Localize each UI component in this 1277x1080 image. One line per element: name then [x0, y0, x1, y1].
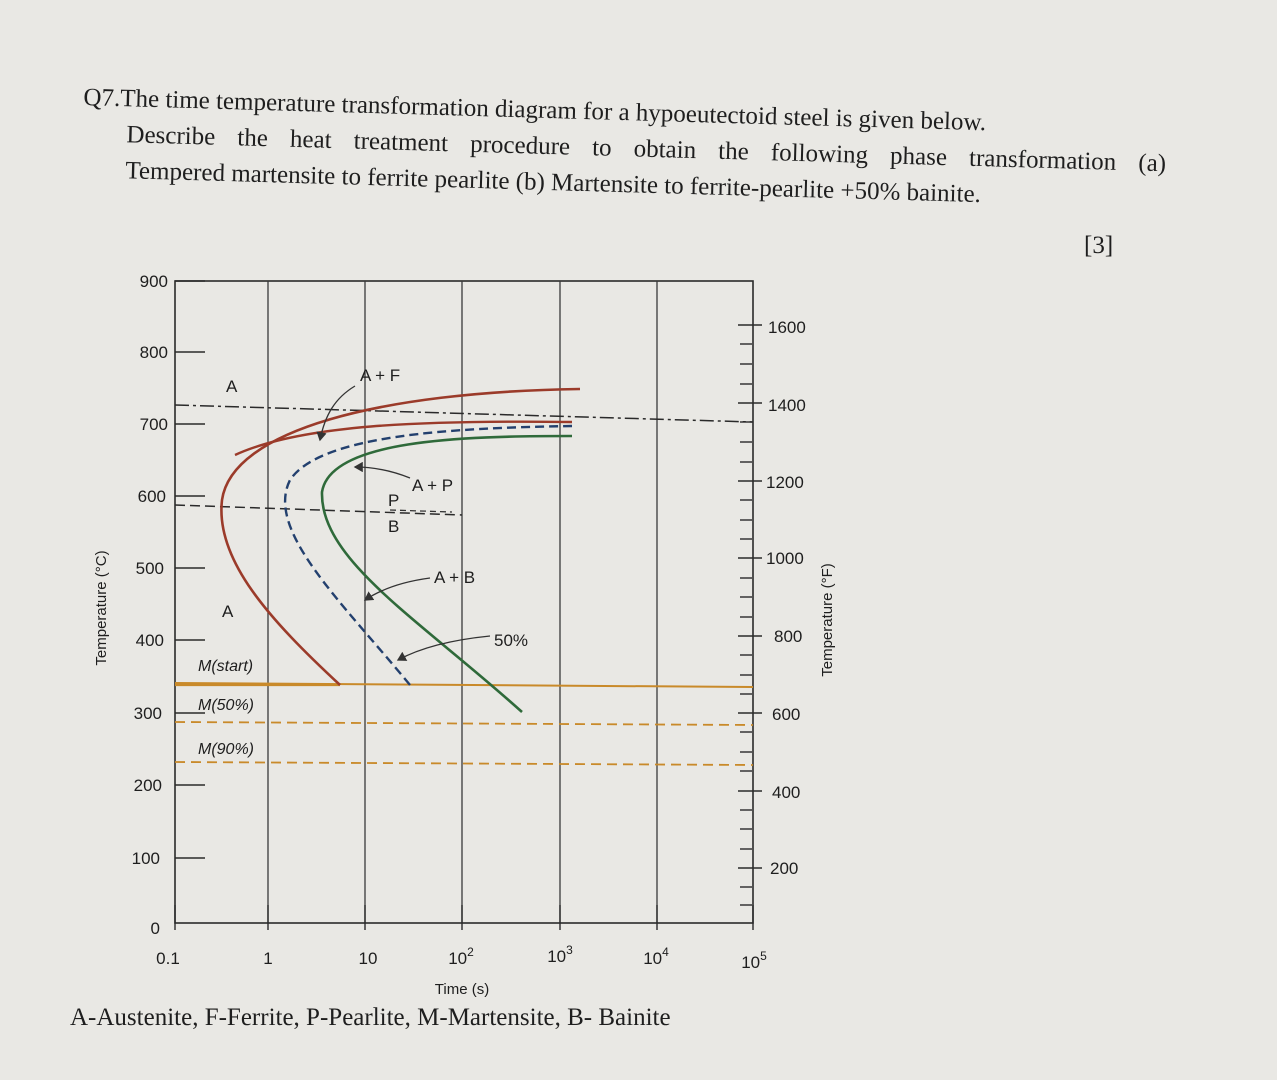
x-tick-10: 10 — [359, 949, 378, 968]
m-fifty-label: M(50%) — [198, 697, 254, 714]
left-axis-labels: 900 800 700 600 500 400 300 200 100 0 — [132, 272, 168, 938]
left-tick-200: 200 — [134, 776, 162, 795]
m-fifty-line — [174, 721, 754, 726]
left-tick-500: 500 — [136, 559, 164, 578]
plot-frame — [174, 280, 754, 924]
vertical-gridlines — [267, 281, 658, 923]
transformation-start-curve — [220, 387, 581, 686]
x-tick-10-4: 104 — [643, 945, 669, 968]
ferrite-start-curve — [234, 420, 573, 457]
region-b: B — [388, 517, 399, 536]
right-axis-labels: 1600 1400 1200 1000 800 600 400 200 — [766, 318, 806, 878]
region-a-upper: A — [226, 377, 238, 396]
m-ninety-line — [174, 761, 754, 766]
bottom-axis-labels: 0.1 1 10 102 103 104 105 — [156, 943, 767, 972]
transformation-finish-curve — [320, 434, 573, 713]
region-fifty-percent: 50% — [494, 631, 528, 650]
left-tick-400: 400 — [136, 631, 164, 650]
x-tick-0-1: 0.1 — [156, 949, 180, 968]
abbreviation-legend: A-Austenite, F-Ferrite, P-Pearlite, M-Ma… — [70, 1004, 671, 1031]
x-tick-10-2: 102 — [448, 945, 474, 968]
arrow-fifty — [396, 635, 491, 661]
region-a-plus-b: A + B — [434, 568, 475, 587]
left-tick-600: 600 — [138, 487, 166, 506]
region-a-plus-p: A + P — [412, 476, 453, 495]
a3-line — [174, 404, 754, 423]
left-tick-800: 800 — [140, 343, 168, 362]
right-tick-1000: 1000 — [766, 549, 804, 568]
m-ninety-label: M(90%) — [198, 741, 254, 758]
left-axis-title: Temperature (°C) — [93, 550, 110, 665]
right-tick-1600: 1600 — [768, 318, 806, 337]
right-axis-ticks — [738, 324, 762, 906]
x-tick-10-3: 103 — [547, 943, 573, 966]
left-tick-700: 700 — [140, 415, 168, 434]
right-tick-1200: 1200 — [766, 473, 804, 492]
region-a-plus-f: A + F — [360, 366, 400, 385]
x-tick-10-5: 105 — [741, 949, 767, 972]
x-axis-title: Time (s) — [435, 981, 489, 998]
bottom-axis-ticks — [174, 905, 754, 930]
x-tick-1: 1 — [263, 949, 272, 968]
left-tick-300: 300 — [134, 704, 162, 723]
arrow-a-plus-p — [353, 461, 411, 479]
fifty-percent-curve — [283, 424, 573, 686]
p-b-separator — [389, 509, 453, 513]
right-tick-600: 600 — [772, 705, 800, 724]
arrow-a-plus-b — [363, 577, 431, 601]
right-tick-1400: 1400 — [768, 396, 806, 415]
right-tick-800: 800 — [774, 627, 802, 646]
region-p: P — [388, 491, 399, 510]
left-tick-100: 100 — [132, 849, 160, 868]
m-start-label: M(start) — [198, 658, 253, 675]
m-start-line — [174, 682, 754, 688]
right-axis-title: Temperature (°F) — [819, 563, 836, 677]
arrow-a-plus-f — [316, 385, 356, 442]
a1-dashed-line — [174, 504, 463, 516]
region-a-lower: A — [222, 602, 234, 621]
left-tick-900: 900 — [140, 272, 168, 291]
marks-label: [3] — [1084, 232, 1114, 259]
left-tick-0: 0 — [151, 919, 160, 938]
left-axis-ticks — [175, 280, 205, 859]
right-tick-400: 400 — [772, 783, 800, 802]
right-tick-200: 200 — [770, 859, 798, 878]
